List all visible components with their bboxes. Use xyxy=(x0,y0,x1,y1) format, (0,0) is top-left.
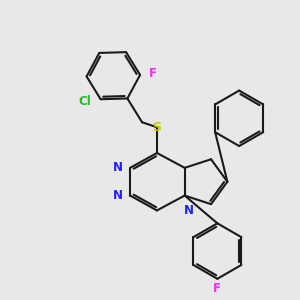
Text: F: F xyxy=(149,68,157,80)
Text: N: N xyxy=(184,205,194,218)
Text: N: N xyxy=(113,189,123,202)
Text: N: N xyxy=(113,161,123,174)
Text: S: S xyxy=(152,121,161,134)
Text: Cl: Cl xyxy=(78,95,91,108)
Text: F: F xyxy=(213,282,221,295)
